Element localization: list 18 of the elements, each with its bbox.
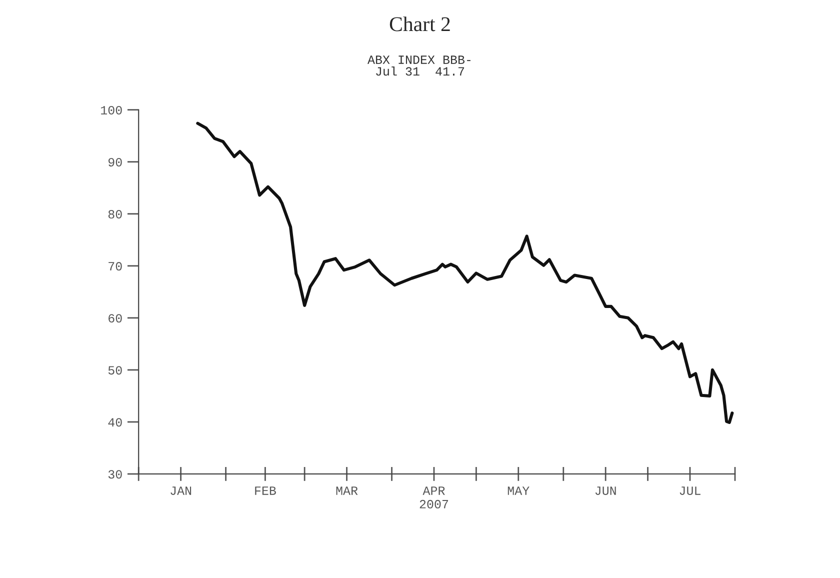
chart-title: Chart 2: [390, 16, 450, 32]
y-tick-label: 30: [108, 470, 122, 479]
y-tick-label: 90: [108, 158, 122, 166]
y-tick-label: 80: [108, 210, 122, 219]
x-tick-label: APR 2007: [420, 486, 448, 508]
x-tick-label: JUL: [680, 486, 700, 495]
y-tick-label: 50: [108, 366, 122, 375]
x-tick-label: JAN: [170, 486, 192, 495]
x-tick-label: MAR: [336, 486, 358, 495]
y-tick-label: 100: [101, 106, 122, 114]
y-tick-label: 60: [108, 314, 122, 323]
x-tick-label: FEB: [255, 486, 276, 495]
chart-subtitle: ABX INDEX BBB- Jul 31 41.7: [367, 56, 470, 76]
x-tick-label: JUN: [595, 486, 616, 495]
y-tick-label: 40: [108, 418, 122, 427]
y-tick-label: 70: [108, 262, 122, 271]
line-series: [196, 122, 734, 424]
x-tick-label: MAY: [508, 486, 530, 495]
